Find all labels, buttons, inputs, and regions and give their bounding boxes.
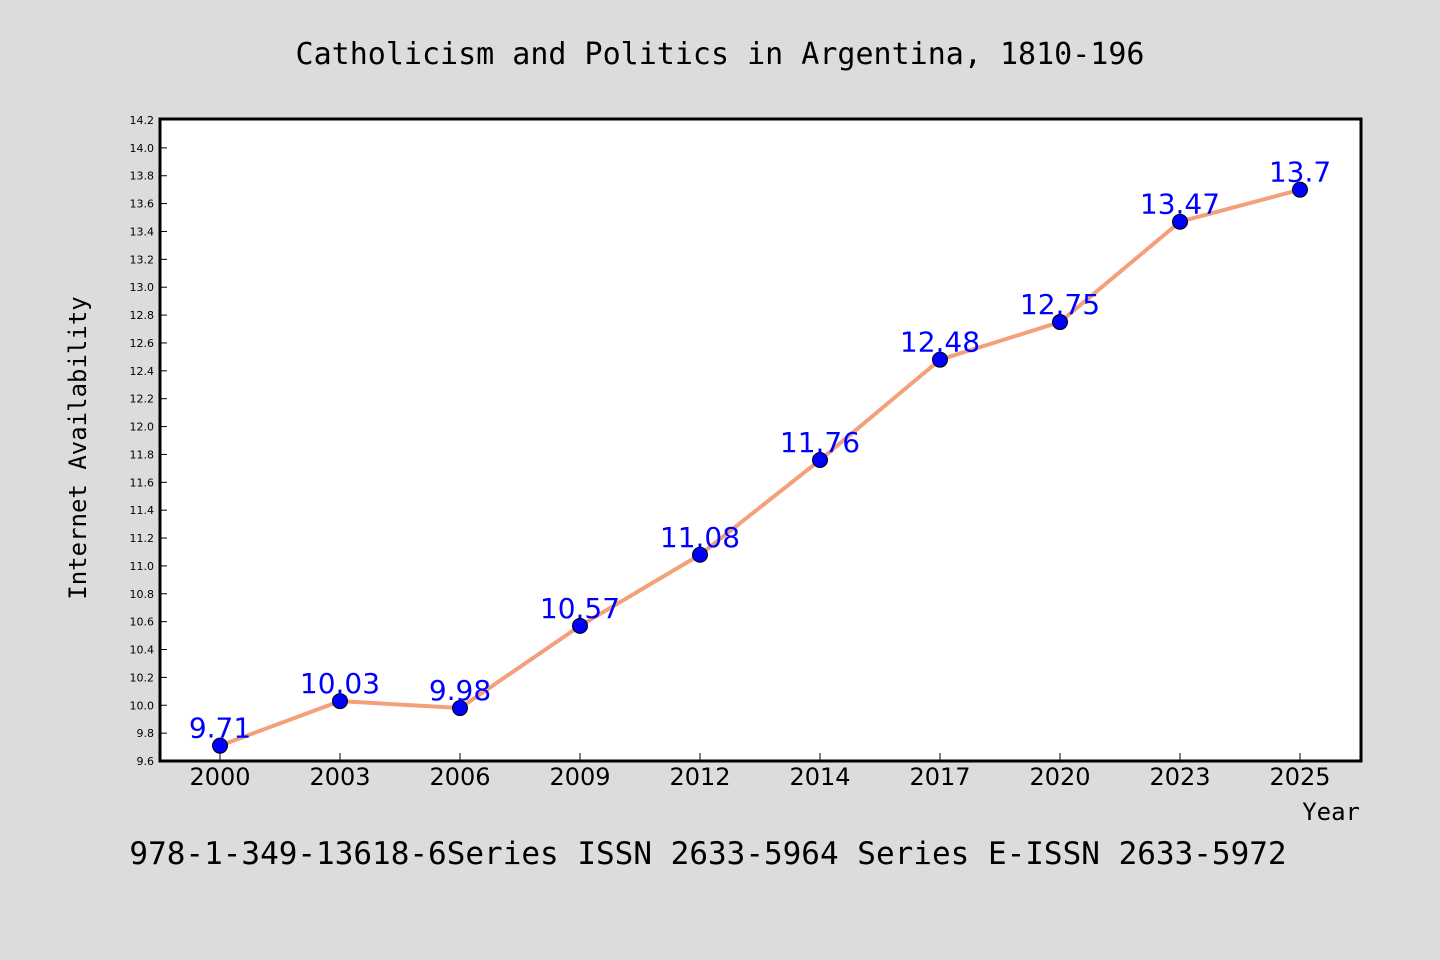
y-tick-label: 12.2 — [130, 393, 155, 406]
y-tick-label: 14.2 — [130, 114, 155, 127]
x-tick-label: 2025 — [1269, 763, 1330, 791]
series-layer — [212, 181, 1308, 754]
y-tick-label: 13.2 — [130, 253, 155, 266]
data-point — [332, 693, 348, 710]
y-tick-label: 10.0 — [130, 699, 155, 712]
data-label: 13.7 — [1269, 156, 1331, 189]
data-label: 11.08 — [660, 521, 740, 554]
x-tick-label: 2017 — [909, 763, 970, 791]
y-tick-label: 9.6 — [137, 755, 155, 768]
y-tick-label: 10.2 — [130, 671, 155, 684]
data-label: 12.75 — [1020, 288, 1100, 321]
y-tick-label: 14.0 — [130, 142, 155, 155]
data-point — [1172, 213, 1188, 230]
data-label: 9.98 — [429, 674, 491, 707]
data-point — [212, 737, 228, 754]
y-tick-label: 12.8 — [130, 309, 155, 322]
chart-title: Catholicism and Politics in Argentina, 1… — [296, 37, 1145, 72]
data-labels: 9.71 10.03 9.98 10.57 11.08 11.76 12.48 12.75 13… — [189, 156, 1331, 745]
data-point — [1052, 314, 1068, 331]
x-axis: 2000 2003 2006 2009 2012 2014 2017 2020 2023 2025 — [189, 753, 1331, 791]
footer-text: 978-1-349-13618-6Series ISSN 2633-5964 S… — [129, 836, 1286, 872]
data-point — [1292, 181, 1308, 198]
y-tick-label: 9.8 — [137, 727, 155, 740]
y-tick-label: 11.2 — [130, 532, 155, 545]
x-axis-label: Year — [1302, 798, 1360, 826]
data-label: 13.47 — [1140, 188, 1220, 221]
y-tick-label: 12.6 — [130, 337, 155, 350]
data-label: 12.48 — [900, 326, 980, 359]
x-tick-label: 2003 — [309, 763, 370, 791]
y-tick-label: 10.8 — [130, 588, 155, 601]
data-label: 11.76 — [780, 426, 860, 459]
data-point — [452, 700, 468, 717]
y-axis-label: Internet Availability — [64, 296, 92, 599]
y-tick-label: 13.8 — [130, 170, 155, 183]
x-tick-label: 2014 — [789, 763, 850, 791]
y-tick-label: 11.8 — [130, 448, 155, 461]
y-tick-label: 11.4 — [130, 504, 155, 517]
data-label: 9.71 — [189, 712, 251, 745]
data-label: 10.03 — [300, 667, 380, 700]
x-tick-label: 2023 — [1149, 763, 1210, 791]
data-label: 10.57 — [540, 592, 620, 625]
y-tick-label: 13.6 — [130, 198, 155, 211]
x-tick-label: 2000 — [189, 763, 250, 791]
y-tick-label: 11.6 — [130, 476, 155, 489]
y-tick-label: 12.0 — [130, 421, 155, 434]
y-axis: 9.6 9.8 10.0 10.2 10.4 10.6 10.8 11.0 11.2 11.4 11… — [130, 114, 167, 768]
x-tick-label: 2006 — [429, 763, 490, 791]
x-tick-label: 2020 — [1029, 763, 1090, 791]
plot-area — [158, 117, 1363, 763]
data-point — [812, 452, 828, 469]
data-point — [572, 617, 588, 634]
y-tick-label: 13.4 — [130, 225, 155, 238]
y-tick-label: 10.4 — [130, 644, 155, 657]
series-line — [218, 187, 1302, 748]
x-tick-label: 2012 — [669, 763, 730, 791]
y-tick-label: 12.4 — [130, 365, 155, 378]
y-tick-label: 11.0 — [130, 560, 155, 573]
y-tick-label: 10.6 — [130, 616, 155, 629]
data-point — [692, 546, 708, 563]
y-tick-label: 13.0 — [130, 281, 155, 294]
data-point — [932, 351, 948, 368]
x-tick-label: 2009 — [549, 763, 610, 791]
